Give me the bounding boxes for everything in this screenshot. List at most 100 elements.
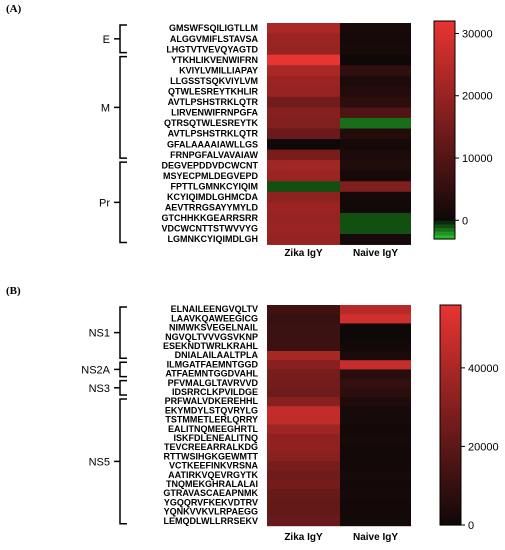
heatmap-cell: [340, 314, 411, 324]
heatmap-cell: [267, 351, 340, 361]
heatmap-cell: [340, 65, 411, 77]
row-label: YQNKVVKVLRPAEGG: [164, 507, 258, 517]
heatmap-cell: [340, 360, 411, 370]
colorbar-segment: [434, 28, 455, 33]
row-label: QTWLESREYTKHLIR: [168, 87, 258, 97]
row-label: EKYMDYLSTQVRYLG: [165, 405, 258, 415]
heatmap-cell: [267, 23, 340, 34]
colorbar-segment: [434, 90, 455, 95]
colorbar-segment: [434, 173, 455, 178]
heatmap-cell: [340, 406, 411, 416]
heatmap-cell: [267, 360, 340, 370]
heatmap-cell: [267, 181, 340, 193]
heatmap-cell: [267, 415, 340, 425]
heatmap-cell: [340, 33, 411, 45]
colorbar-segment: [440, 393, 461, 398]
heatmap-cell: [340, 470, 411, 481]
colorbar-segment: [434, 202, 455, 207]
heatmap-cell: [340, 75, 411, 87]
colorbar-frame: [433, 20, 456, 240]
row-label: NGVQLTVVVGSVKNP: [165, 332, 258, 342]
colorbar-segment: [434, 188, 455, 193]
heatmap-cell: [340, 54, 411, 66]
heatmap-cell: [340, 149, 411, 161]
colorbar-segment: [434, 108, 455, 113]
group-label: E: [103, 34, 110, 46]
row-label: KVIYLVMILLIAPAY: [179, 65, 258, 75]
colorbar-segment: [440, 455, 461, 460]
column-label: Naive IgY: [353, 248, 398, 259]
heatmap-cell: [267, 223, 340, 235]
row-label: AVTLPSHSTRKLQTR: [168, 97, 259, 107]
heatmap-cell: [267, 191, 340, 203]
colorbar-segment: [434, 231, 455, 236]
colorbar-segment: [440, 429, 461, 434]
row-label: QTRSQTWLESREYTK: [164, 118, 258, 128]
colorbar-segment: [434, 195, 455, 200]
heatmap-cell: [340, 86, 411, 98]
colorbar-segment: [440, 418, 461, 423]
colorbar-segment: [434, 217, 455, 222]
colorbar-segment: [440, 506, 461, 511]
colorbar-segment: [440, 323, 461, 328]
group-label: NS2A: [81, 364, 110, 376]
heatmap-cell: [340, 332, 411, 343]
colorbar-segment: [440, 312, 461, 317]
heatmap-cell: [340, 378, 411, 389]
colorbar-segment: [440, 378, 461, 383]
row-label: RTTWSIHGKGEWMTT: [164, 451, 259, 461]
heatmap-cell: [267, 433, 340, 444]
heatmap-cell: [340, 170, 411, 182]
row-label: TSTMMETLERLQRRY: [165, 415, 258, 425]
row-label: GFALAAAAIAWLLGS: [167, 139, 258, 149]
colorbar-segment: [440, 308, 461, 313]
colorbar-segment: [440, 407, 461, 412]
colorbar-segment: [434, 24, 455, 29]
row-label: IDSRRCLKPVILDGE: [172, 387, 258, 397]
heatmap-cell: [340, 351, 411, 361]
heatmap-cell: [267, 341, 340, 352]
heatmap-cell: [340, 128, 411, 140]
colorbar-segment: [434, 104, 455, 109]
colorbar-segment: [434, 50, 455, 55]
heatmap-cell: [340, 387, 411, 398]
row-label: LGMNKCYIQIMDLGH: [168, 234, 259, 244]
colorbar-segment: [440, 521, 461, 526]
heatmap-cell: [267, 149, 340, 161]
colorbar-segment: [440, 374, 461, 379]
heatmap-cell: [267, 117, 340, 129]
row-label: GMSWFSQILIGTLLM: [169, 23, 258, 33]
heatmap-cell: [267, 397, 340, 407]
heatmap-cell: [340, 223, 411, 235]
heatmap-cell: [267, 75, 340, 87]
heatmap-cell: [267, 406, 340, 416]
colorbar-segment: [434, 82, 455, 87]
colorbar-segment: [434, 75, 455, 80]
row-label: EALITNQMEEGHRTL: [168, 424, 258, 434]
colorbar-tick-label: 20000: [462, 91, 493, 103]
heatmap-cell: [340, 479, 411, 490]
colorbar-segment: [440, 495, 461, 500]
colorbar-tick-label: 40000: [468, 363, 499, 375]
heatmap-cell: [340, 212, 411, 224]
colorbar-segment: [440, 371, 461, 376]
colorbar-segment: [434, 42, 455, 48]
colorbar-segment: [440, 330, 461, 335]
heatmap-cell: [267, 323, 340, 333]
row-label: LHGTVTVEVQYAGTD: [166, 44, 258, 54]
colorbar-segment: [434, 235, 455, 240]
group-bracket: [119, 398, 127, 525]
colorbar-segment: [434, 53, 455, 58]
row-label: LEMQDLWLLRRSEKV: [164, 516, 259, 526]
heatmap-cell: [267, 202, 340, 214]
group-bracket: [119, 161, 127, 244]
colorbar-segment: [434, 31, 455, 37]
colorbar-segment: [440, 389, 461, 394]
group-label: M: [101, 102, 110, 114]
colorbar-segment: [440, 356, 461, 361]
colorbar-segment: [434, 148, 455, 153]
colorbar-segment: [434, 100, 455, 106]
colorbar-segment: [434, 140, 455, 146]
colorbar-segment: [440, 319, 461, 324]
